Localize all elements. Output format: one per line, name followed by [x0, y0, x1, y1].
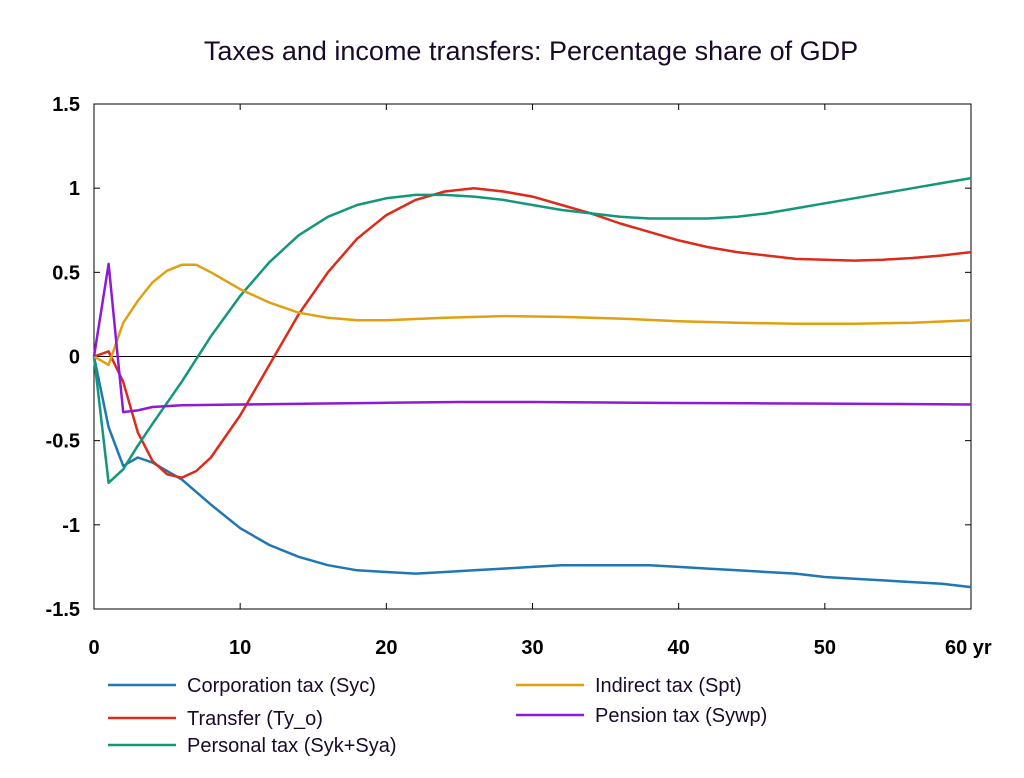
y-tick-label: 1	[69, 178, 80, 200]
x-tick-label: 0	[88, 637, 99, 659]
y-tick-label: -1	[62, 515, 80, 537]
legend: Corporation tax (Syc) Transfer (Ty_o) Pers…	[108, 675, 767, 757]
series-line-5	[92, 262, 972, 414]
legend-label: Indirect tax (Spt)	[595, 675, 742, 697]
x-tick-label: 40	[668, 637, 690, 659]
x-tick-label: 20	[375, 637, 397, 659]
legend-label: Pension tax (Sywp)	[595, 705, 767, 727]
x-tick-label: 30	[521, 637, 543, 659]
series-line-1	[92, 356, 972, 589]
series-line-2	[93, 186, 972, 479]
y-tick-label: 0.5	[52, 262, 80, 284]
series-line-4	[93, 263, 972, 367]
y-tick-label: -0.5	[46, 431, 80, 453]
y-tick-label: 0	[69, 347, 80, 369]
chart-title: Taxes and income transfers: Percentage s…	[204, 36, 858, 66]
x-axis: 0 10 20 30 40 50 60 yr	[88, 104, 992, 659]
series-line-3	[92, 176, 972, 485]
y-tick-label: 1.5	[52, 94, 80, 116]
x-tick-label: 10	[229, 637, 251, 659]
legend-label: Transfer (Ty_o)	[187, 708, 323, 730]
series-lines	[92, 176, 972, 589]
y-tick-label: -1.5	[46, 599, 80, 621]
x-tick-label: 60 yr	[945, 637, 992, 659]
legend-label: Personal tax (Syk+Sya)	[187, 735, 397, 757]
y-axis: 1.5 1 0.5 0 -0.5 -1 -1.5	[46, 94, 971, 621]
legend-label: Corporation tax (Syc)	[187, 675, 376, 697]
x-tick-label: 50	[814, 637, 836, 659]
